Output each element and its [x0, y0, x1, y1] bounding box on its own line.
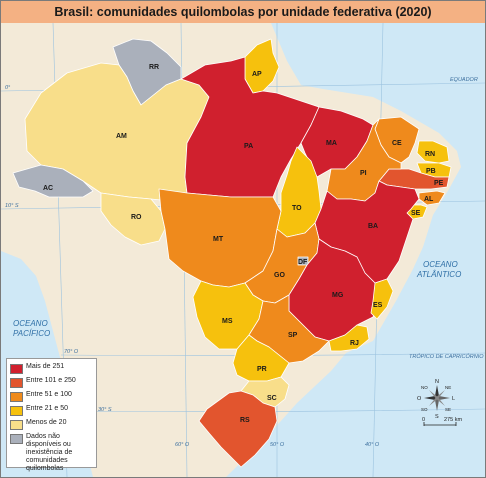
- map-title: Brasil: comunidades quilombolas por unid…: [54, 5, 432, 19]
- legend-swatch: [10, 434, 23, 444]
- compass-no: NO: [421, 385, 428, 390]
- label-rr: RR: [149, 64, 159, 71]
- label-ac: AC: [43, 185, 53, 192]
- state-labels: RR AP AM PA MA CE RN PB PE PI AL SE AC R…: [43, 64, 444, 424]
- label-pb: PB: [426, 168, 436, 175]
- legend-label: Dados não disponíveis ou inexistência de…: [26, 433, 73, 472]
- state-rn[interactable]: [416, 140, 450, 164]
- compass-needle-w: [424, 396, 437, 400]
- legend-item: Mais de 251: [10, 363, 93, 374]
- lon-40-label: 40° O: [365, 442, 380, 448]
- state-rs[interactable]: [198, 390, 278, 468]
- compass-needle-s: [435, 398, 439, 411]
- atlantic-label-2: ATLÂNTICO: [416, 270, 461, 279]
- tropic-label: TRÓPICO DE CAPRICÓRNIO: [409, 353, 484, 360]
- label-pr: PR: [257, 366, 267, 373]
- state-ac[interactable]: [12, 164, 94, 198]
- compass-l: L: [452, 396, 455, 402]
- legend-swatch: [10, 364, 23, 374]
- compass-s: S: [435, 414, 439, 420]
- lon-70-label: 70° O: [64, 349, 79, 355]
- label-rj: RJ: [350, 340, 359, 347]
- legend-swatch: [10, 406, 23, 416]
- legend-item: Dados não disponíveis ou inexistência de…: [10, 433, 93, 473]
- label-mg: MG: [332, 292, 344, 299]
- pacific-label-2: PACÍFICO: [13, 329, 50, 338]
- state-ro[interactable]: [100, 192, 166, 246]
- label-ba: BA: [368, 223, 378, 230]
- label-pa: PA: [244, 143, 253, 150]
- legend-swatch: [10, 378, 23, 388]
- compass-rose: N S L O NE NO SE SO: [417, 379, 455, 420]
- label-ce: CE: [392, 140, 402, 147]
- compass-needle-se: [437, 398, 445, 406]
- label-pi: PI: [360, 170, 367, 177]
- legend-label: Entre 21 e 50: [26, 405, 69, 412]
- label-mt: MT: [213, 236, 224, 243]
- compass-ne: NE: [445, 385, 451, 390]
- lat-30-label: 30° S: [98, 407, 112, 413]
- state-es[interactable]: [370, 278, 394, 320]
- equator-label: EQUADOR: [450, 77, 478, 83]
- label-df: DF: [298, 259, 308, 266]
- atlantic-ocean: [226, 23, 485, 477]
- compass-needle-nw: [429, 390, 437, 398]
- lat-0-label: 0°: [5, 85, 11, 91]
- legend-swatch: [10, 392, 23, 402]
- label-se: SE: [411, 210, 421, 217]
- title-bar: Brasil: comunidades quilombolas por unid…: [1, 1, 485, 24]
- compass-o: O: [417, 396, 422, 402]
- label-al: AL: [424, 196, 434, 203]
- scale-start: 0: [422, 417, 425, 423]
- label-sp: SP: [288, 332, 298, 339]
- label-ro: RO: [131, 214, 142, 221]
- lon-60-label: 60° O: [175, 442, 190, 448]
- legend-item: Menos de 20: [10, 419, 93, 430]
- label-am: AM: [116, 133, 127, 140]
- atlantic-label-1: OCEANO: [423, 260, 458, 269]
- legend-label: Mais de 251: [26, 363, 65, 370]
- label-ap: AP: [252, 71, 262, 78]
- state-rj[interactable]: [328, 324, 370, 352]
- label-sc: SC: [267, 395, 277, 402]
- label-pe: PE: [434, 180, 444, 187]
- compass-needle-sw: [429, 398, 437, 406]
- pacific-label-1: OCEANO: [13, 319, 48, 328]
- compass-so: SO: [421, 407, 428, 412]
- compass-se: SE: [445, 407, 451, 412]
- legend-swatch: [10, 420, 23, 430]
- legend-item: Entre 21 e 50: [10, 405, 93, 416]
- label-ma: MA: [326, 140, 337, 147]
- label-rs: RS: [240, 417, 250, 424]
- lon-50-label: 50° O: [270, 442, 285, 448]
- scale-bar: 0 275 km: [422, 417, 462, 426]
- compass-needle-e: [437, 396, 450, 400]
- scale-end: 275 km: [444, 417, 462, 423]
- compass-needle-n: [435, 385, 439, 398]
- states-layer: [12, 38, 452, 468]
- legend-item: Entre 101 e 250: [10, 377, 93, 388]
- compass-n: N: [435, 379, 439, 385]
- label-go: GO: [274, 272, 285, 279]
- compass-needle-ne: [437, 390, 445, 398]
- lat-10-label: 10° S: [5, 203, 19, 209]
- legend-label: Entre 101 e 250: [26, 377, 76, 384]
- legend: Mais de 251 Entre 101 e 250 Entre 51 e 100…: [6, 358, 97, 472]
- legend-label: Entre 51 e 100: [26, 391, 72, 398]
- legend-item: Entre 51 e 100: [10, 391, 93, 402]
- legend-label: Menos de 20: [26, 419, 67, 426]
- label-to: TO: [292, 205, 302, 212]
- state-pr[interactable]: [232, 334, 290, 382]
- label-ms: MS: [222, 318, 233, 325]
- label-rn: RN: [425, 151, 435, 158]
- label-es: ES: [373, 302, 383, 309]
